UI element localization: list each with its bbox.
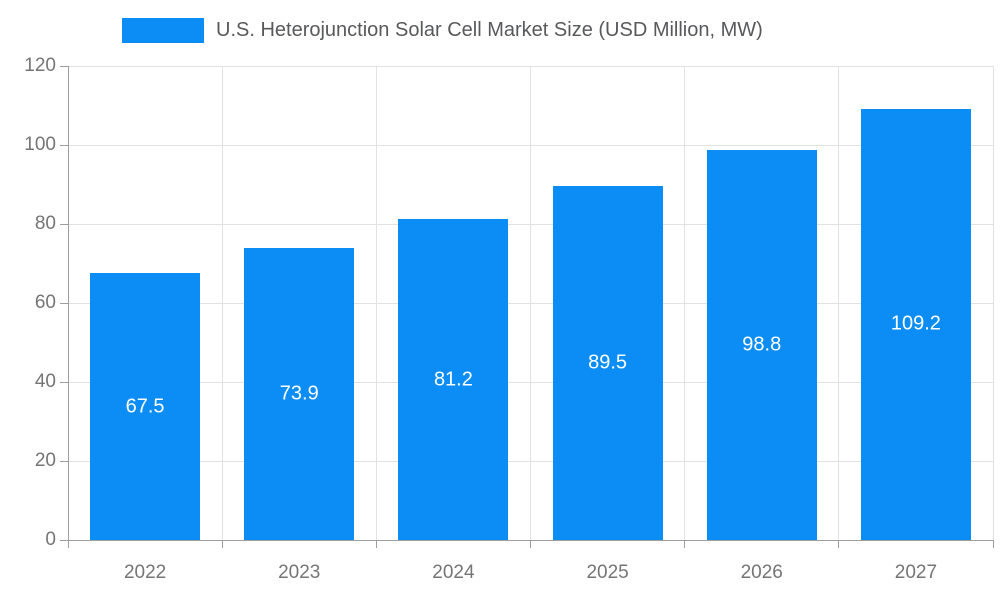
v-gridline (530, 66, 531, 540)
legend-label: U.S. Heterojunction Solar Cell Market Si… (216, 19, 763, 41)
bar-value-label: 81.2 (433, 368, 473, 391)
y-axis-tick-label: 120 (24, 55, 56, 76)
y-axis-tick-label: 60 (34, 292, 56, 313)
x-axis-tick-label: 2027 (894, 562, 938, 583)
x-axis-tick (221, 540, 223, 548)
bar-2025: 89.5 (552, 186, 663, 540)
x-axis-line (60, 539, 993, 541)
bar-2022: 67.5 (90, 273, 201, 540)
bar-value-label: 109.2 (890, 312, 941, 335)
x-axis-tick (992, 540, 994, 548)
chart-legend[interactable]: U.S. Heterojunction Solar Cell Market Si… (122, 18, 763, 43)
x-axis-tick-label: 2025 (586, 562, 629, 583)
y-axis-tick-label: 80 (34, 213, 56, 234)
bar-value-label: 73.9 (279, 382, 319, 405)
y-axis-tick (60, 223, 68, 225)
legend-swatch[interactable] (122, 18, 204, 43)
y-axis-line (67, 66, 69, 548)
y-axis-tick-label: 0 (45, 529, 56, 550)
y-axis-tick (60, 381, 68, 383)
y-axis-tick (60, 65, 68, 67)
y-axis-tick-label: 40 (34, 371, 56, 392)
v-gridline (684, 66, 686, 540)
x-axis-tick-label: 2024 (432, 562, 475, 583)
y-axis-tick (60, 144, 68, 146)
x-axis-tick (838, 540, 840, 548)
bar-2024: 81.2 (398, 219, 509, 540)
y-axis-tick (60, 460, 68, 462)
bar-value-label: 89.5 (588, 351, 628, 374)
v-gridline (992, 66, 994, 540)
y-axis-tick-label: 100 (24, 134, 56, 155)
v-gridline (375, 66, 377, 540)
y-axis-tick (60, 302, 68, 304)
y-axis-tick-label: 20 (34, 450, 56, 471)
x-axis-tick (530, 540, 531, 548)
x-axis-tick-label: 2022 (123, 562, 167, 583)
bar-value-label: 67.5 (125, 395, 165, 418)
x-axis-tick-label: 2026 (740, 562, 783, 583)
v-gridline (838, 66, 840, 540)
bar-value-label: 98.8 (742, 333, 782, 356)
x-axis-tick-label: 2023 (278, 562, 321, 583)
x-axis-tick (375, 540, 377, 548)
bar-2023: 73.9 (244, 248, 355, 540)
bar-2027: 109.2 (860, 108, 971, 540)
x-axis-tick (684, 540, 686, 548)
bar-2026: 98.8 (706, 149, 817, 540)
v-gridline (221, 66, 223, 540)
